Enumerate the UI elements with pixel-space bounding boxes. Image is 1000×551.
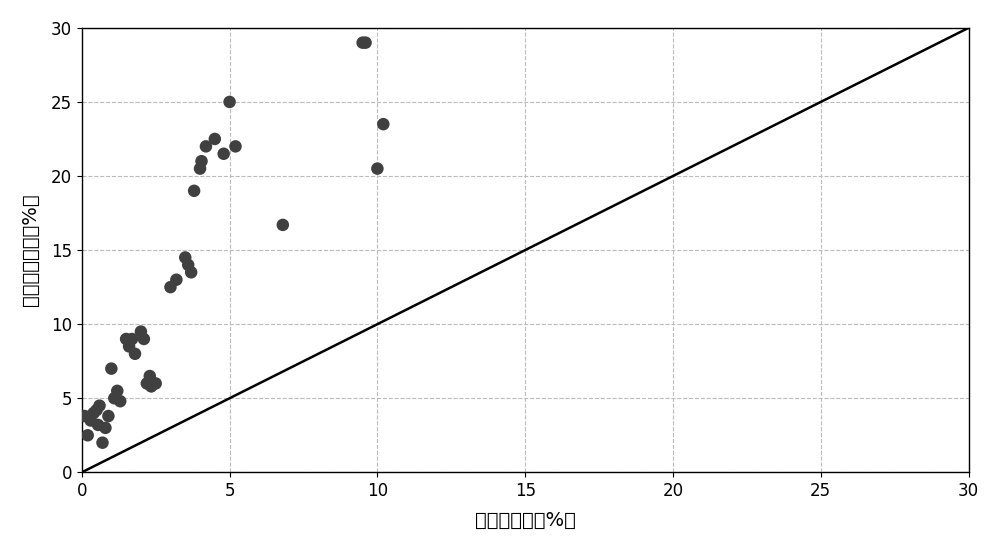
Point bbox=[136, 334, 152, 343]
Point bbox=[142, 371, 158, 380]
Point bbox=[355, 38, 371, 47]
Point bbox=[86, 409, 102, 418]
Point bbox=[112, 397, 128, 406]
Point bbox=[183, 268, 199, 277]
Point bbox=[127, 349, 143, 358]
Point bbox=[207, 134, 223, 143]
Point bbox=[90, 420, 106, 429]
Point bbox=[143, 382, 159, 391]
Point bbox=[358, 38, 374, 47]
Point bbox=[121, 342, 137, 351]
Point bbox=[198, 142, 214, 151]
Point bbox=[103, 364, 119, 373]
Point bbox=[139, 379, 155, 388]
Point bbox=[89, 406, 105, 414]
Point bbox=[148, 379, 164, 388]
Point bbox=[375, 120, 391, 128]
Point bbox=[133, 327, 149, 336]
Point bbox=[180, 261, 196, 269]
Point bbox=[92, 401, 108, 410]
Y-axis label: 校正前孔隙度（%）: 校正前孔隙度（%） bbox=[21, 194, 40, 306]
Point bbox=[83, 416, 99, 425]
Point bbox=[192, 164, 208, 173]
Point bbox=[177, 253, 193, 262]
Point bbox=[106, 394, 122, 403]
Point bbox=[109, 386, 125, 395]
Point bbox=[186, 186, 202, 195]
X-axis label: 分析孔隙度（%）: 分析孔隙度（%） bbox=[475, 511, 576, 530]
Point bbox=[94, 438, 110, 447]
Point bbox=[275, 220, 291, 229]
Point bbox=[97, 424, 113, 433]
Point bbox=[216, 149, 232, 158]
Point bbox=[124, 334, 140, 343]
Point bbox=[100, 412, 116, 420]
Point bbox=[228, 142, 244, 151]
Point bbox=[222, 98, 238, 106]
Point bbox=[162, 283, 178, 291]
Point bbox=[369, 164, 385, 173]
Point bbox=[168, 276, 184, 284]
Point bbox=[118, 334, 134, 343]
Point bbox=[194, 157, 210, 166]
Point bbox=[77, 412, 93, 420]
Point bbox=[80, 431, 96, 440]
